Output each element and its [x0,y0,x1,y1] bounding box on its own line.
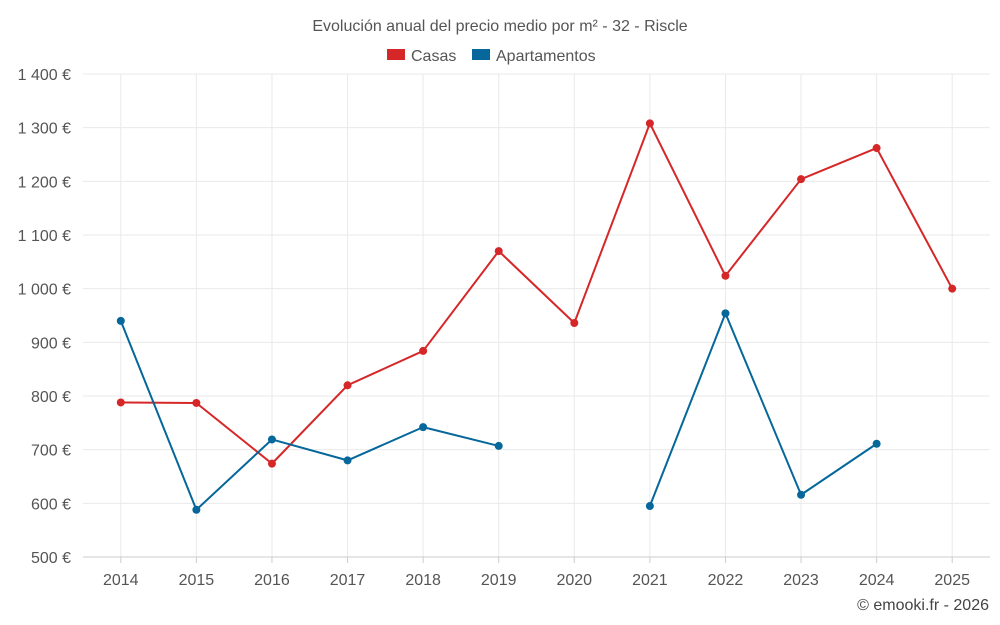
x-tick-label: 2023 [783,572,819,589]
legend-swatch-apartamentos [472,49,490,60]
data-point-casas-2021[interactable] [645,119,654,128]
grid [83,73,990,557]
data-point-casas-2025[interactable] [948,284,957,293]
data-point-casas-2023[interactable] [797,175,806,184]
x-tick-label: 2018 [405,572,441,589]
data-point-casas-2017[interactable] [343,381,352,390]
data-point-casas-2022[interactable] [721,271,730,280]
credit-text: © emooki.fr - 2026 [857,597,989,614]
y-tick-label: 1 400 € [18,67,71,84]
x-tick-label: 2014 [103,572,139,589]
data-point-apartamentos-2023[interactable] [797,490,806,499]
data-point-apartamentos-2024[interactable] [872,439,881,448]
legend-item-apartamentos[interactable]: Apartamentos [472,48,596,65]
x-tick-label: 2020 [556,572,592,589]
data-point-apartamentos-2014[interactable] [116,316,125,325]
legend-item-casas[interactable]: Casas [387,48,456,65]
legend: Casas Apartamentos [387,48,596,65]
data-point-casas-2020[interactable] [570,319,579,328]
series-line-apartamentos [119,320,499,511]
series [116,119,957,514]
y-tick-label: 1 100 € [18,228,71,245]
y-tick-label: 1 300 € [18,121,71,138]
data-point-apartamentos-2022[interactable] [721,309,730,318]
y-tick-label: 800 € [31,389,71,406]
data-point-casas-2019[interactable] [494,247,503,256]
series-casas [116,119,957,468]
data-point-apartamentos-2015[interactable] [192,505,201,514]
series-line-casas [120,122,954,465]
y-tick-label: 1 000 € [18,282,71,299]
data-point-casas-2016[interactable] [267,459,276,468]
chart-title: Evolución anual del precio medio por m² … [312,18,687,35]
x-tick-label: 2024 [859,572,895,589]
x-tick-label: 2022 [708,572,744,589]
y-tick-label: 900 € [31,335,71,352]
legend-label-apartamentos: Apartamentos [496,48,596,65]
x-tick-label: 2019 [481,572,517,589]
data-point-apartamentos-2021[interactable] [645,502,654,511]
data-point-apartamentos-2017[interactable] [343,456,352,465]
x-tick-label: 2017 [330,572,366,589]
data-point-apartamentos-2016[interactable] [267,435,276,444]
x-tick-label: 2016 [254,572,290,589]
y-tick-label: 700 € [31,443,71,460]
data-point-casas-2024[interactable] [872,144,881,153]
data-point-casas-2015[interactable] [192,398,201,407]
x-tick-label: 2015 [179,572,215,589]
y-tick-label: 600 € [31,496,71,513]
y-tick-label: 500 € [31,550,71,567]
data-point-casas-2014[interactable] [116,398,125,407]
legend-label-casas: Casas [411,48,456,65]
data-point-apartamentos-2018[interactable] [419,423,428,432]
series-apartamentos [116,309,881,514]
legend-swatch-casas [387,49,405,60]
series-line-apartamentos [648,312,878,507]
data-point-casas-2018[interactable] [419,346,428,355]
y-tick-label: 1 200 € [18,174,71,191]
x-tick-label: 2021 [632,572,668,589]
axes: 500 € 600 € 700 € 800 € 900 € 1 000 € 1 100 € 1… [18,67,990,589]
data-point-apartamentos-2019[interactable] [494,441,503,450]
x-tick-label: 2025 [934,572,970,589]
